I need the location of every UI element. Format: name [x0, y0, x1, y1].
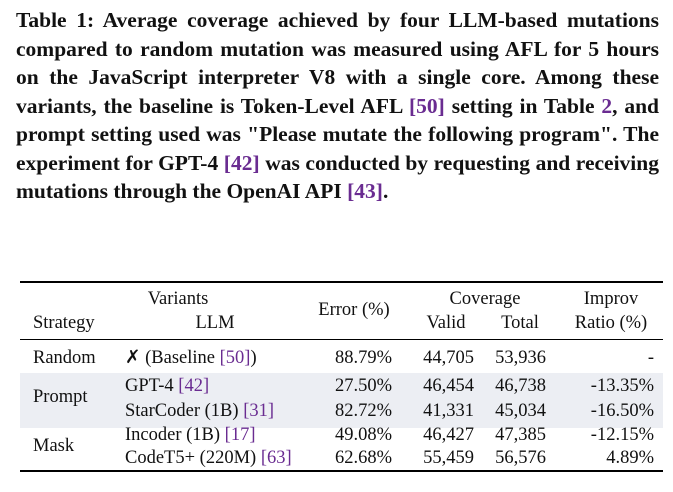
- header-llm: LLM: [195, 313, 235, 333]
- table-row-error: 82.72%: [334, 401, 392, 421]
- table-row-valid: 46,454: [423, 376, 474, 396]
- table-row-ratio: 4.89%: [606, 448, 654, 468]
- citation-link[interactable]: [42]: [223, 150, 260, 175]
- group-prompt: Prompt: [33, 387, 88, 407]
- header-ratio: Ratio (%): [574, 313, 648, 333]
- group-random: Random: [33, 348, 96, 368]
- citation-link[interactable]: [42]: [178, 376, 210, 396]
- table-row-llm: StarCoder (1B) [31]: [125, 401, 275, 421]
- table-reference-link[interactable]: 2: [601, 93, 613, 118]
- table-row-ratio: -: [647, 348, 654, 368]
- table-row-valid: 55,459: [423, 448, 474, 468]
- caption-text: Table 1: Average coverage achieved by fo…: [16, 8, 659, 118]
- caption-text: was conducted by requesting and receivin…: [16, 150, 659, 204]
- citation-link[interactable]: [43]: [347, 179, 383, 203]
- table-row-valid: 46,427: [423, 425, 474, 445]
- table-caption: Table 1: Average coverage achieved by fo…: [16, 6, 659, 206]
- caption-text: .: [382, 179, 389, 203]
- results-table: Variants Error (%) Coverage Improv Strat…: [20, 281, 663, 472]
- header-error: Error (%): [318, 300, 390, 320]
- citation-link[interactable]: [50]: [409, 93, 445, 118]
- bottom-rule: [20, 470, 663, 472]
- table-row-error: 27.50%: [334, 376, 392, 396]
- table-row-total: 47,385: [495, 425, 546, 445]
- caption-text: setting in Table: [444, 93, 602, 118]
- header-improv: Improv: [583, 289, 639, 309]
- header-valid: Valid: [426, 313, 466, 333]
- citation-link[interactable]: [31]: [243, 401, 275, 421]
- table-row-valid: 44,705: [423, 348, 474, 368]
- group-mask: Mask: [33, 436, 75, 456]
- table-row-error: 88.79%: [334, 348, 392, 368]
- citation-link[interactable]: [17]: [224, 425, 256, 445]
- table-row-error: 49.08%: [334, 425, 392, 445]
- citation-link[interactable]: [50]: [219, 348, 251, 368]
- table-row-total: 53,936: [495, 348, 546, 368]
- header-rule: [20, 339, 663, 340]
- table-row-llm: CodeT5+ (220M) [63]: [125, 448, 292, 468]
- table-row-ratio: -12.15%: [590, 425, 654, 445]
- prompt-group-shading: [20, 373, 663, 428]
- table-row-llm: GPT-4 [42]: [125, 376, 210, 396]
- table-row-ratio: -13.35%: [590, 376, 654, 396]
- table-row-llm: Incoder (1B) [17]: [125, 425, 256, 445]
- table-row-ratio: -16.50%: [590, 401, 654, 421]
- table-row-total: 46,738: [495, 376, 546, 396]
- table-row-total: 56,576: [495, 448, 546, 468]
- table-row-llm: ✗ (Baseline [50]): [125, 348, 257, 368]
- header-variants: Variants: [147, 289, 209, 309]
- table-row-valid: 41,331: [423, 401, 474, 421]
- caption-text: , and prompt setting used was "Please mu…: [16, 93, 660, 175]
- header-total: Total: [501, 313, 539, 333]
- table-row-total: 45,034: [495, 401, 546, 421]
- table-row-error: 62.68%: [334, 448, 392, 468]
- header-strategy: Strategy: [33, 313, 95, 333]
- citation-link[interactable]: [63]: [260, 448, 292, 468]
- top-rule: [20, 281, 663, 283]
- header-coverage: Coverage: [449, 289, 521, 309]
